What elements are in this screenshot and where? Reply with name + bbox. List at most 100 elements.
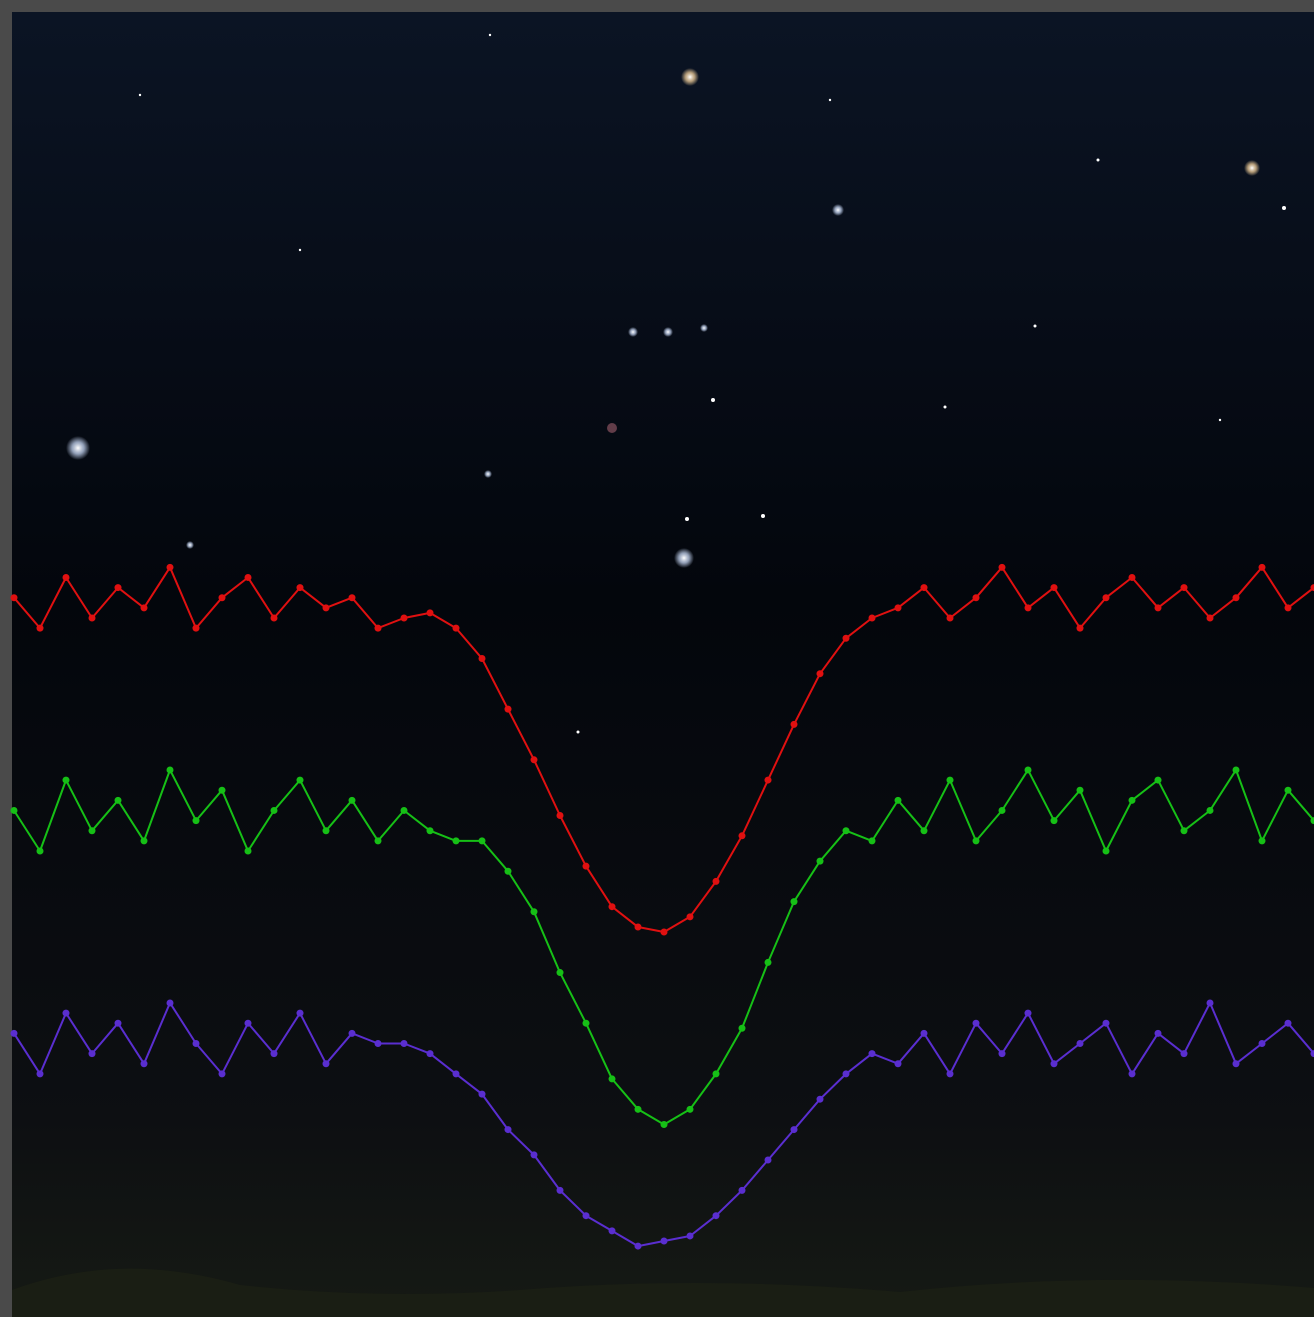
data-point [583, 1212, 590, 1219]
data-point [1259, 837, 1266, 844]
data-point [973, 594, 980, 601]
data-point [817, 670, 824, 677]
data-point [1285, 604, 1292, 611]
data-point [453, 1070, 460, 1077]
data-point [999, 564, 1006, 571]
data-point [791, 1126, 798, 1133]
star [1034, 325, 1037, 328]
data-point [63, 574, 70, 581]
data-point [453, 625, 460, 632]
data-point [193, 1040, 200, 1047]
data-point [297, 777, 304, 784]
data-point [609, 903, 616, 910]
data-point [167, 564, 174, 571]
data-point [1259, 1040, 1266, 1047]
data-point [1025, 766, 1032, 773]
data-point [63, 1010, 70, 1017]
data-point [349, 594, 356, 601]
data-point [999, 807, 1006, 814]
data-point [141, 604, 148, 611]
page: {"chart_data": {"type": "line", "x": [0,… [0, 0, 1314, 1317]
star [1219, 419, 1221, 421]
star [484, 470, 492, 478]
data-point [1181, 584, 1188, 591]
data-point [583, 1020, 590, 1027]
star [681, 68, 699, 86]
chart [0, 0, 1314, 1317]
data-point [791, 898, 798, 905]
data-point [193, 625, 200, 632]
data-point [375, 837, 382, 844]
data-point [1155, 777, 1162, 784]
data-point [1103, 1020, 1110, 1027]
data-point [583, 863, 590, 870]
data-point [1207, 614, 1214, 621]
data-point [167, 999, 174, 1006]
data-point [193, 817, 200, 824]
data-point [869, 614, 876, 621]
data-point [791, 721, 798, 728]
star [628, 327, 638, 337]
data-point [63, 777, 70, 784]
star [577, 731, 580, 734]
star [685, 517, 689, 521]
data-point [739, 1025, 746, 1032]
data-point [1077, 625, 1084, 632]
data-point [375, 625, 382, 632]
data-point [89, 1050, 96, 1057]
data-point [245, 574, 252, 581]
data-point [1259, 564, 1266, 571]
nebula [607, 423, 617, 433]
data-point [323, 1060, 330, 1067]
data-point [1025, 604, 1032, 611]
data-point [895, 797, 902, 804]
data-point [635, 923, 642, 930]
star [663, 327, 673, 337]
data-point [843, 827, 850, 834]
data-point [557, 969, 564, 976]
data-point [765, 1156, 772, 1163]
data-point [1129, 1070, 1136, 1077]
data-point [115, 1020, 122, 1027]
data-point [817, 1096, 824, 1103]
data-point [973, 837, 980, 844]
data-point [11, 807, 18, 814]
star [761, 514, 765, 518]
data-point [245, 1020, 252, 1027]
data-point [297, 584, 304, 591]
data-point [11, 1030, 18, 1037]
data-point [323, 827, 330, 834]
data-point [37, 625, 44, 632]
star [489, 34, 491, 36]
data-point [713, 1070, 720, 1077]
data-point [921, 827, 928, 834]
data-point [401, 614, 408, 621]
data-point [1103, 594, 1110, 601]
data-point [219, 1070, 226, 1077]
star [1097, 159, 1100, 162]
data-point [531, 756, 538, 763]
data-point [1051, 584, 1058, 591]
data-point [1207, 807, 1214, 814]
data-point [973, 1020, 980, 1027]
data-point [531, 1151, 538, 1158]
data-point [1051, 817, 1058, 824]
star [832, 204, 844, 216]
data-point [661, 1238, 668, 1245]
star [186, 541, 194, 549]
data-point [401, 807, 408, 814]
data-point [1077, 1040, 1084, 1047]
data-point [115, 584, 122, 591]
data-point [271, 614, 278, 621]
data-point [427, 609, 434, 616]
data-point [921, 584, 928, 591]
data-point [1285, 787, 1292, 794]
data-point [1233, 766, 1240, 773]
star [299, 249, 301, 251]
data-point [765, 777, 772, 784]
data-point [739, 1187, 746, 1194]
star [700, 324, 708, 332]
star [1282, 206, 1286, 210]
data-point [1207, 999, 1214, 1006]
data-point [505, 1126, 512, 1133]
